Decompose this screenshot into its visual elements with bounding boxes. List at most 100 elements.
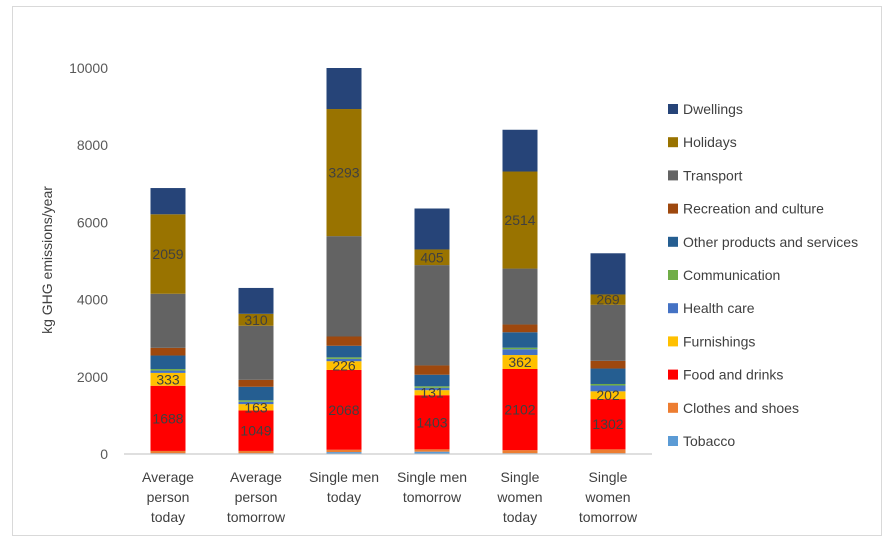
bar-segment xyxy=(502,332,538,348)
legend-item: Clothes and shoes xyxy=(668,400,799,416)
legend-item: Transport xyxy=(668,167,743,183)
bar-segment xyxy=(414,386,450,388)
bar-segment xyxy=(150,450,186,454)
x-axis: Average person today Average person tomorrow S… xyxy=(124,453,652,525)
bar-segment xyxy=(414,374,450,387)
bar-segment xyxy=(326,68,362,110)
bar-segment xyxy=(238,410,274,451)
legend-item: Tobacco xyxy=(668,433,735,449)
bar-segment xyxy=(590,399,626,450)
data-label: 2102 xyxy=(504,402,535,418)
bar-segment xyxy=(326,358,362,362)
data-label: 1302 xyxy=(592,416,623,432)
data-label: 333 xyxy=(156,371,180,387)
bars xyxy=(150,68,626,454)
legend-item: Recreation and culture xyxy=(668,201,824,217)
category-label: Average person tomorrow xyxy=(227,469,286,525)
bar-segment xyxy=(326,361,362,370)
legend-swatch xyxy=(668,137,678,148)
bar-segment xyxy=(502,268,538,325)
bar-segment xyxy=(150,347,186,356)
bar-segment xyxy=(150,370,186,373)
legend-label: Furnishings xyxy=(683,333,755,349)
y-tick-label: 6000 xyxy=(77,214,108,230)
y-tick-label: 2000 xyxy=(77,369,108,385)
bar-segment xyxy=(326,369,362,450)
bar-segment xyxy=(238,287,274,314)
bar-segment xyxy=(590,304,626,361)
data-label: 2514 xyxy=(504,212,535,228)
legend-label: Communication xyxy=(683,267,780,283)
category-label: Single women tomorrow xyxy=(579,469,638,525)
legend-swatch xyxy=(668,104,678,114)
bar-segment xyxy=(326,357,362,359)
bar-segment xyxy=(502,171,538,269)
bar-segment xyxy=(414,395,450,450)
bar-segment xyxy=(502,349,538,356)
bar-segment xyxy=(414,249,450,266)
data-label: 2068 xyxy=(328,402,359,418)
data-label: 202 xyxy=(596,387,620,403)
legend-label: Other products and services xyxy=(683,234,858,250)
bar-segment xyxy=(150,293,186,348)
legend-swatch xyxy=(668,336,678,347)
bar-segment xyxy=(238,404,274,411)
bar-segment xyxy=(590,294,626,305)
bar-segment xyxy=(414,451,450,454)
bar-segment xyxy=(150,214,186,294)
bar-segment xyxy=(590,449,626,454)
category-label: Single men today xyxy=(309,469,379,505)
legend-item: Communication xyxy=(668,267,780,283)
data-label: 405 xyxy=(420,249,444,265)
bar-segment xyxy=(414,449,450,452)
legend-label: Tobacco xyxy=(683,433,735,449)
bar-segment xyxy=(414,208,450,250)
legend-swatch xyxy=(668,303,678,314)
y-axis-title: kg GHG emissions/year xyxy=(39,186,55,334)
bar-segment xyxy=(326,336,362,346)
category-label: Single men tomorrow xyxy=(397,469,467,505)
data-label: 226 xyxy=(332,358,356,374)
legend-label: Clothes and shoes xyxy=(683,400,799,416)
data-label: 131 xyxy=(420,385,444,401)
legend-item: Furnishings xyxy=(668,333,755,349)
legend: Dwellings Holidays Transport Recreation and… xyxy=(668,101,858,449)
bar-segment xyxy=(414,265,450,366)
bar-segment xyxy=(590,391,626,400)
legend-swatch xyxy=(668,270,678,280)
bar-segment xyxy=(502,347,538,350)
bar-segment xyxy=(502,324,538,333)
y-axis: 0 2000 4000 6000 8000 10000 xyxy=(69,60,108,462)
data-label: 362 xyxy=(508,354,532,370)
bar-segment xyxy=(150,372,186,386)
data-label: 1403 xyxy=(416,414,447,430)
bar-segment xyxy=(238,386,274,401)
legend-item: Food and drinks xyxy=(668,367,783,383)
legend-item: Health care xyxy=(668,300,755,316)
bar-segment xyxy=(502,450,538,454)
legend-swatch xyxy=(668,436,678,446)
bar-segment xyxy=(414,365,450,375)
legend-item: Holidays xyxy=(668,134,737,150)
data-label: 310 xyxy=(244,312,268,328)
bar-segment xyxy=(238,313,274,326)
bar-segment xyxy=(238,400,274,402)
bar-segment xyxy=(590,383,626,386)
bar-segment xyxy=(150,369,186,371)
legend-label: Holidays xyxy=(683,134,737,150)
legend-swatch xyxy=(668,369,678,380)
category-label: Single women today xyxy=(496,469,542,525)
bar-segment xyxy=(326,449,362,453)
data-label: 2059 xyxy=(152,246,183,262)
legend-item: Other products and services xyxy=(668,234,858,250)
y-tick-label: 8000 xyxy=(77,137,108,153)
data-label: 1049 xyxy=(240,423,271,439)
y-tick-label: 10000 xyxy=(69,60,108,76)
legend-swatch xyxy=(668,236,678,247)
bar-segment xyxy=(326,345,362,358)
bar-segment xyxy=(502,129,538,172)
legend-label: Transport xyxy=(683,167,743,183)
legend-label: Health care xyxy=(683,300,755,316)
data-labels: 1688 333 2059 1049 163 310 2068 226 3293 1403 131 4… xyxy=(152,165,623,439)
